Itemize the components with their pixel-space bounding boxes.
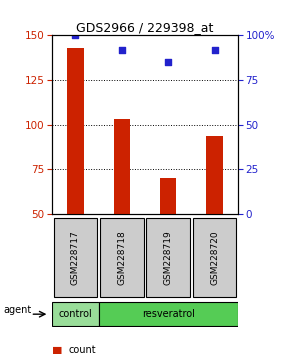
FancyBboxPatch shape	[146, 218, 190, 297]
Point	[73, 33, 78, 38]
Bar	[160, 178, 176, 214]
Text: ■: ■	[52, 346, 63, 354]
Title: GDS2966 / 229398_at: GDS2966 / 229398_at	[76, 21, 214, 34]
Text: count: count	[68, 346, 96, 354]
Point	[119, 47, 124, 52]
Bar	[67, 48, 84, 214]
Bar	[114, 119, 130, 214]
Text: GSM228717: GSM228717	[71, 230, 80, 285]
FancyBboxPatch shape	[54, 218, 97, 297]
Text: GSM228718: GSM228718	[117, 230, 126, 285]
FancyBboxPatch shape	[100, 218, 144, 297]
Text: GSM228720: GSM228720	[210, 230, 219, 285]
Point	[166, 59, 171, 65]
FancyBboxPatch shape	[52, 302, 99, 326]
FancyBboxPatch shape	[99, 302, 238, 326]
Text: control: control	[59, 309, 92, 319]
Text: resveratrol: resveratrol	[142, 309, 195, 319]
Text: agent: agent	[3, 305, 31, 315]
Text: GSM228719: GSM228719	[164, 230, 173, 285]
Bar	[206, 136, 223, 214]
FancyBboxPatch shape	[193, 218, 236, 297]
Point	[212, 47, 217, 52]
